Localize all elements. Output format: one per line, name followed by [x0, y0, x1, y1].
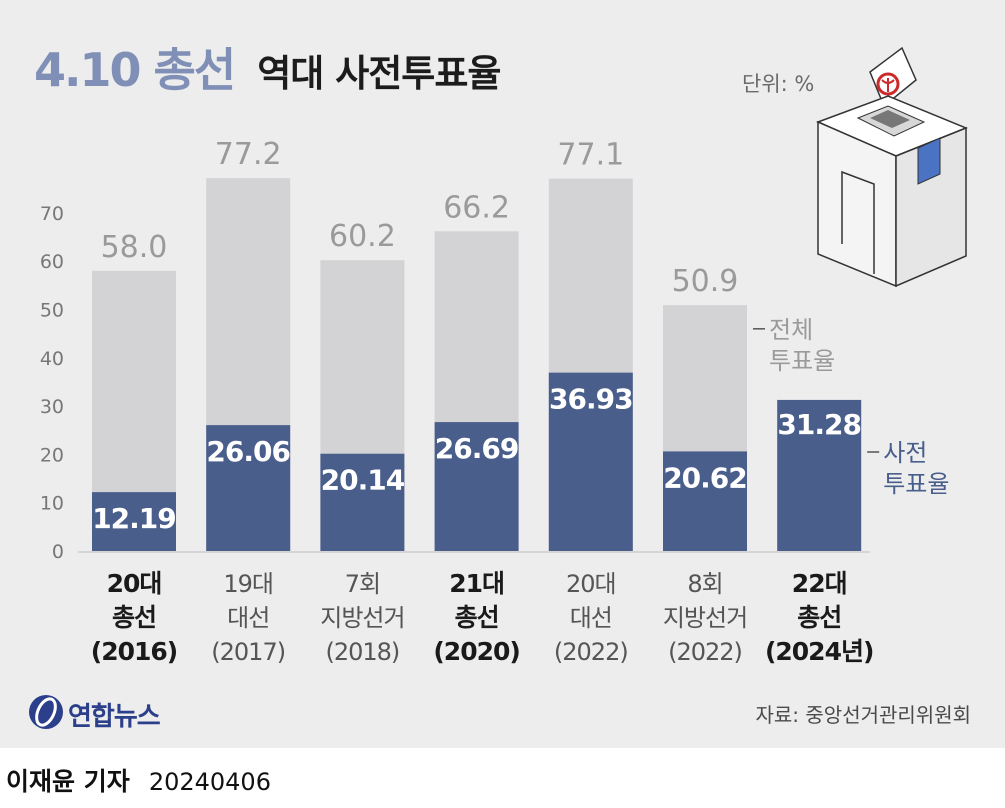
- total-value-label: 60.2: [329, 219, 396, 254]
- early-value-label: 26.69: [435, 432, 519, 465]
- category-label: (2022): [668, 638, 742, 666]
- y-tick-label: 50: [40, 300, 64, 322]
- early-value-label: 20.62: [663, 461, 747, 494]
- early-turnout-bar: [320, 453, 405, 551]
- category-label: 19대: [223, 570, 273, 598]
- category-label: 지방선거: [320, 604, 404, 632]
- category-label: (2024년): [765, 637, 873, 666]
- category-label: 대선: [227, 604, 269, 632]
- y-tick-label: 20: [40, 444, 64, 466]
- category-label: 22대: [792, 569, 847, 598]
- early-value-label: 12.19: [92, 502, 176, 535]
- yonhap-logo-icon: [29, 695, 63, 729]
- title-block: 4.10 총선 역대 사전투표율: [34, 34, 501, 104]
- category-label: (2020): [433, 637, 519, 666]
- category-label: 지방선거: [663, 604, 747, 632]
- y-tick-label: 40: [40, 348, 64, 370]
- y-tick-label: 30: [40, 396, 64, 418]
- credit-date: 20240406: [148, 768, 271, 796]
- page-subtitle: 역대 사전투표율: [257, 52, 501, 95]
- total-value-label: 66.2: [443, 190, 510, 225]
- early-turnout-bar: [663, 451, 747, 551]
- total-value-label: 77.1: [557, 138, 624, 173]
- y-tick-label: 70: [40, 203, 64, 225]
- total-value-label: 58.0: [101, 230, 168, 265]
- page-title: 4.10 총선: [34, 43, 236, 97]
- category-label: 총선: [112, 603, 156, 632]
- legend-early-label: 사전: [883, 439, 927, 467]
- early-turnout-bar: [777, 399, 862, 551]
- legend-early-label: 투표율: [883, 470, 949, 498]
- source-label: 자료: 중앙선거관리위원회: [755, 703, 972, 727]
- infographic-card: 4.10 총선 역대 사전투표율 단위: % 0 10 20 30 40 50 60 70 58…: [0, 0, 1005, 748]
- total-value-label: 77.2: [215, 137, 282, 172]
- legend-total-label: 투표율: [769, 347, 835, 375]
- early-value-label: 20.14: [321, 464, 405, 497]
- category-label: (2022): [554, 638, 628, 666]
- category-label: 대선: [570, 604, 612, 632]
- category-label: 총선: [797, 603, 841, 632]
- legend-total-label: 전체: [769, 316, 813, 344]
- category-label: 21대: [449, 569, 504, 598]
- credit-author: 이재윤 기자: [6, 767, 130, 796]
- category-label: (2017): [211, 638, 285, 666]
- y-tick-label: 60: [40, 251, 64, 273]
- early-turnout-bar: [206, 425, 291, 551]
- early-turnout-bar: [434, 422, 519, 551]
- early-value-label: 26.06: [206, 435, 290, 468]
- category-label: 총선: [455, 603, 499, 632]
- category-label: (2016): [91, 637, 177, 666]
- logo-text: 연합뉴스: [68, 702, 161, 732]
- y-tick-label: 0: [52, 541, 64, 563]
- ballot-box-icon: [815, 46, 968, 288]
- category-label: 7회: [345, 570, 380, 598]
- category-label: 20대: [566, 570, 616, 598]
- y-tick-label: 10: [40, 493, 64, 515]
- credit-line: 이재윤 기자 20240406: [6, 762, 271, 798]
- early-value-label: 31.28: [777, 408, 861, 441]
- category-label: 20대: [107, 569, 162, 598]
- total-value-label: 50.9: [672, 264, 739, 299]
- early-value-label: 36.93: [549, 383, 633, 416]
- category-label: 8회: [687, 570, 722, 598]
- unit-label: 단위: %: [742, 72, 815, 96]
- early-turnout-bar: [548, 372, 633, 551]
- category-label: (2018): [325, 638, 399, 666]
- early-turnout-bar: [92, 492, 176, 551]
